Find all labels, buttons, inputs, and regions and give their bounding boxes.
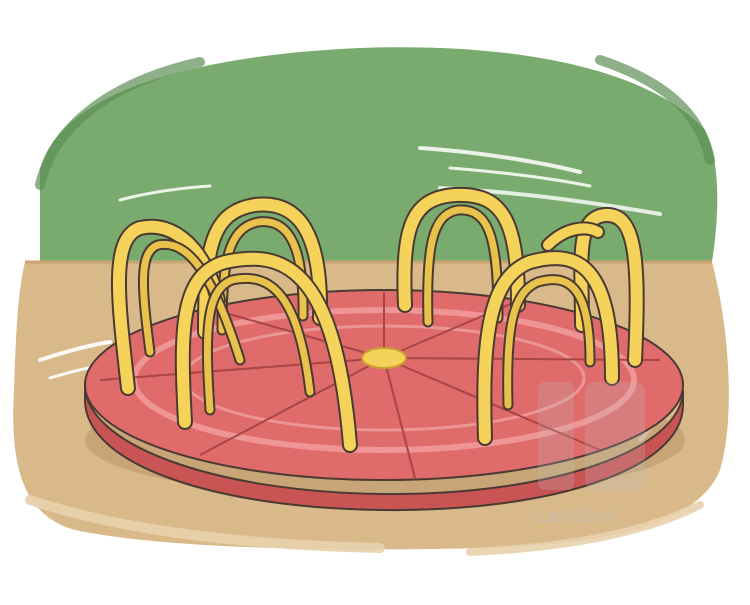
center-hub: [361, 347, 407, 369]
watermark-text: LanGeek: [536, 506, 617, 527]
motion-streaks: [25, 25, 715, 556]
handle-back-right: [396, 186, 526, 328]
handles: [111, 186, 645, 453]
handle-front-left: [174, 250, 358, 453]
handle-front-right: [476, 250, 620, 446]
green-backdrop: [40, 47, 718, 271]
platform-side: [84, 384, 684, 512]
watermark-logo: [538, 382, 645, 490]
